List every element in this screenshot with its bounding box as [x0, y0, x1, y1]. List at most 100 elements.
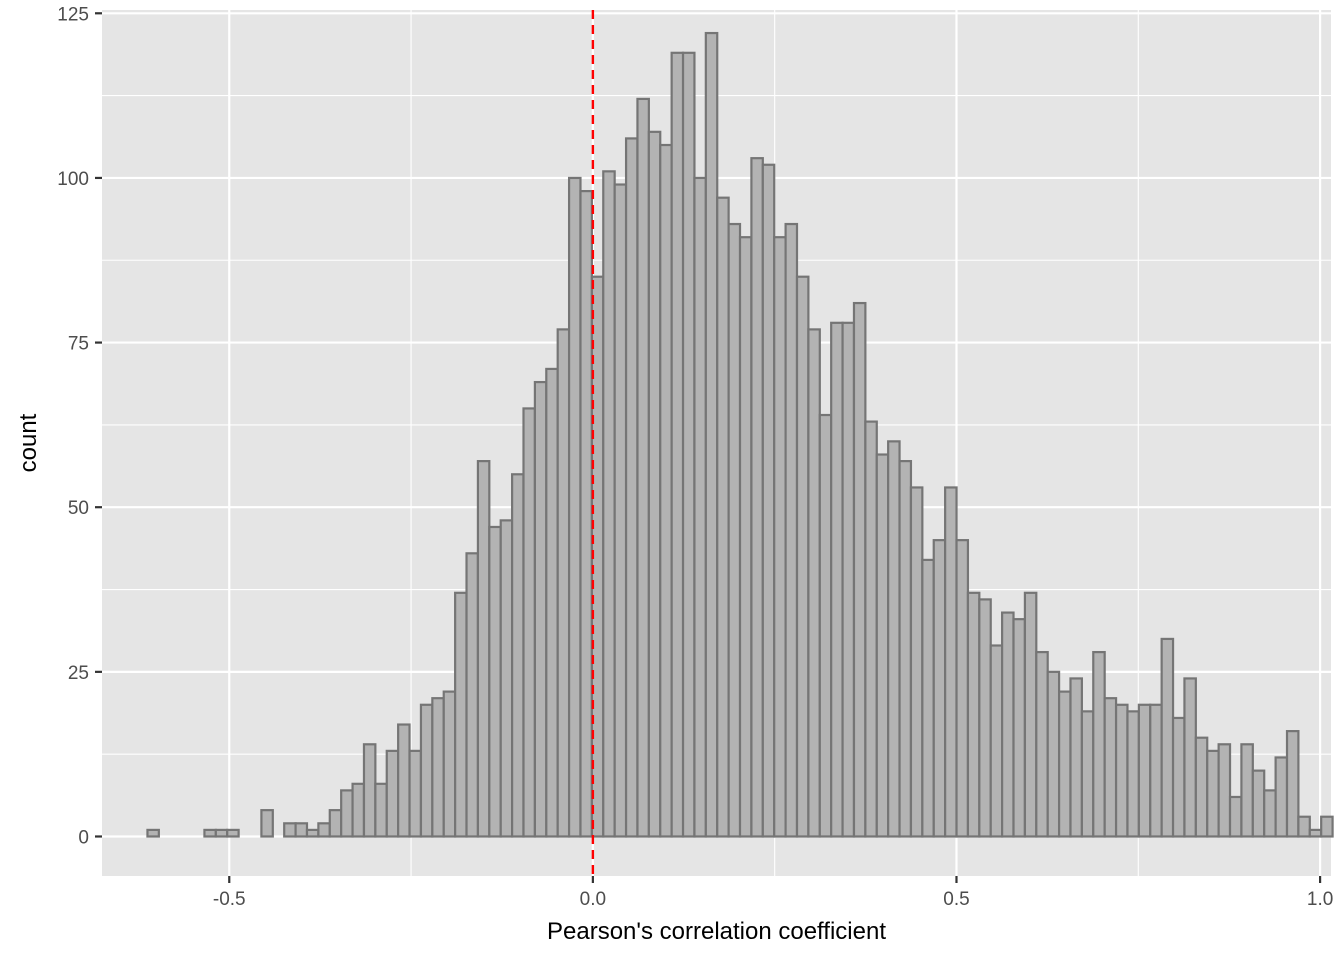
histogram-bar — [944, 486, 958, 838]
y-tick-label: 125 — [57, 4, 89, 25]
histogram-bar — [511, 473, 525, 838]
histogram-bar — [203, 828, 217, 838]
histogram-bar — [328, 809, 343, 838]
histogram-bar — [146, 828, 160, 838]
histogram-bar — [978, 598, 992, 838]
histogram-bar — [1046, 670, 1061, 838]
histogram-bar — [362, 743, 377, 838]
histogram-bar — [659, 143, 673, 838]
histogram-bar — [408, 749, 423, 838]
histogram-bar — [852, 301, 867, 838]
histogram-bar — [602, 170, 616, 838]
histogram-bar — [921, 558, 935, 838]
histogram-bar — [807, 328, 821, 838]
histogram-bar — [294, 822, 309, 838]
histogram-bar — [1126, 710, 1140, 838]
histogram-bar — [738, 236, 753, 838]
histogram-bar — [681, 51, 696, 838]
histogram-bar — [317, 822, 331, 838]
histogram-bar — [887, 440, 901, 838]
histogram-bar — [1228, 795, 1243, 838]
histogram-bar — [830, 321, 844, 838]
histogram-bar — [488, 525, 502, 838]
histogram-bar — [898, 460, 913, 838]
histogram-bar — [647, 130, 662, 838]
histogram-bar — [1206, 749, 1220, 838]
histogram-bar — [556, 328, 571, 838]
histogram-bar — [841, 321, 856, 838]
histogram-bar — [260, 809, 274, 838]
histogram-bar — [864, 420, 878, 838]
histogram-bar — [340, 789, 354, 838]
histogram-bar — [1160, 637, 1175, 838]
histogram-bar — [533, 380, 548, 838]
histogram-bar — [351, 782, 366, 838]
histogram-bar — [567, 176, 582, 838]
histogram-bar — [214, 828, 229, 838]
histogram-bar — [1308, 828, 1323, 838]
y-tick-label: 50 — [68, 498, 89, 519]
histogram-bar — [932, 539, 947, 838]
histogram-bar — [522, 407, 536, 838]
histogram-bar — [499, 519, 514, 838]
histogram-bar — [1217, 743, 1232, 838]
histogram-bar — [419, 703, 434, 838]
histogram-bar — [636, 97, 650, 838]
histogram-bar — [613, 183, 628, 838]
histogram-bar — [784, 222, 799, 838]
histogram-bar — [693, 176, 707, 838]
histogram-bar — [305, 828, 320, 838]
histogram-bar — [704, 31, 719, 838]
x-tick-label: 1.0 — [1307, 889, 1333, 910]
histogram-bar — [442, 690, 457, 838]
histogram-bar — [773, 236, 787, 838]
histogram-bar — [1285, 730, 1300, 838]
histogram-bar — [1092, 650, 1106, 838]
histogram-bar — [1069, 677, 1083, 838]
histogram-bar — [465, 552, 480, 838]
histogram-bar — [1001, 611, 1015, 838]
histogram-bar — [1251, 769, 1266, 838]
histogram-bar — [1080, 710, 1095, 838]
histogram-bar — [431, 697, 445, 838]
histogram-bars — [146, 31, 1334, 838]
histogram-bar — [283, 822, 297, 838]
histogram-bar — [397, 723, 411, 838]
histogram-bar — [1114, 703, 1129, 838]
histogram-bar — [716, 196, 730, 838]
x-tick-label: 0.5 — [943, 889, 969, 910]
histogram-bar — [750, 157, 764, 838]
histogram-bar — [545, 367, 559, 838]
x-axis: -0.5 0.0 0.5 1.0 — [213, 876, 1333, 910]
histogram-bar — [955, 539, 970, 838]
histogram-bar — [476, 460, 491, 838]
histogram-bar — [1149, 703, 1163, 838]
x-tick-label: 0.0 — [580, 889, 606, 910]
histogram-bar — [1183, 677, 1197, 838]
y-axis-title: count — [15, 413, 42, 472]
histogram-bar — [1320, 815, 1334, 838]
y-tick-label: 25 — [68, 663, 89, 684]
histogram-bar — [1103, 697, 1118, 838]
histogram-bar — [1012, 618, 1027, 838]
x-axis-title: Pearson's correlation coefficient — [547, 918, 886, 945]
histogram-bar — [454, 591, 468, 838]
histogram-bar — [1137, 703, 1152, 838]
histogram-bar — [761, 163, 776, 838]
histogram-bar — [1263, 789, 1277, 838]
histogram-bar — [875, 453, 890, 838]
histogram-bar — [1194, 736, 1209, 838]
histogram-bar — [1023, 591, 1038, 838]
y-tick-label: 75 — [68, 334, 89, 355]
histogram-bar — [818, 413, 833, 838]
histogram-bar — [226, 828, 240, 838]
histogram-bar — [624, 137, 639, 838]
histogram-bar — [1240, 743, 1254, 838]
histogram-bar — [966, 591, 981, 838]
histogram-bar — [385, 749, 400, 838]
y-axis: 0 25 50 75 100 125 — [57, 4, 102, 848]
x-tick-label: -0.5 — [213, 889, 246, 910]
histogram-bar — [989, 644, 1004, 838]
histogram-bar — [1035, 650, 1049, 838]
histogram-bar — [374, 782, 388, 838]
